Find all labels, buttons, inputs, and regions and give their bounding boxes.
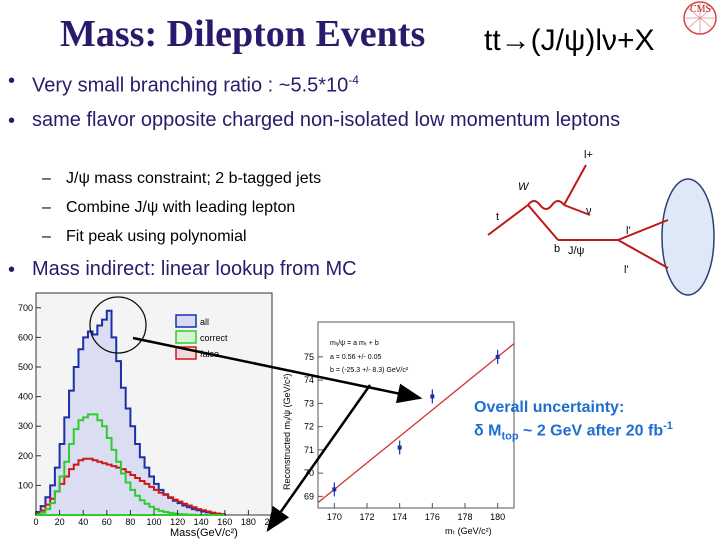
plot-point [495,354,500,359]
slide-title: Mass: Dilepton Events [60,13,426,55]
legend-all-label: all [200,317,209,327]
b-line [527,204,559,241]
plot-xtick-label: 174 [392,512,407,522]
lepton-prime-1-line [617,219,669,241]
uncertainty-line-1: Overall uncertainty: [474,399,625,416]
detector-ellipse [661,178,715,296]
histogram-xtick-label: 20 [55,517,65,527]
plot-xlabel: mₜ (GeV/c²) [445,526,492,536]
label-lprime-1: l' [626,225,631,237]
label-lplus: l+ [584,149,593,161]
plot-xtick-label: 180 [490,512,505,522]
plot-point [430,394,435,399]
histogram-ytick-label: 700 [18,303,33,313]
overall-uncertainty: Overall uncertainty: δ Mtop ~ 2 GeV afte… [474,398,673,447]
label-lprime-2: l' [624,264,629,276]
histogram-xtick-label: 160 [217,517,232,527]
legend-correct-swatch [175,330,197,344]
uncertainty-line-2: δ Mtop ~ 2 GeV after 20 fb-1 [474,417,673,447]
lepton-prime-2-line [617,239,669,269]
histogram-xtick-label: 60 [102,517,112,527]
subbullet-2: Combine J/ψ with leading lepton [66,199,296,216]
fit-formula: mₗⱼ/ψ = a mₜ + b [330,340,379,347]
bullet-glyph-1: • [8,70,16,92]
histogram-xtick-label: 40 [78,517,88,527]
plot-ytick-label: 72 [304,422,314,432]
plot-ylabel: Reconstructed mₗⱼ/ψ (GeV/c²) [282,373,292,490]
plot-ytick-label: 69 [304,491,314,501]
w-boson-line [527,200,565,210]
bullet-1-text: Very small branching ratio : ~5.5*10 [32,74,349,97]
bullet-2: same flavor opposite charged non-isolate… [32,109,621,131]
subbullet-3: Fit peak using polynomial [66,228,247,245]
histogram-ytick-label: 600 [18,332,33,342]
label-t: t [496,211,499,223]
label-w: W [518,181,530,193]
dash-2: – [42,199,51,216]
histogram-false-series [35,457,226,516]
lepton-line [563,164,587,206]
uncertainty-value: ~ 2 GeV after 20 fb [518,422,664,440]
dash-1: – [42,170,51,187]
histogram-xtick-label: 100 [146,517,161,527]
bullet-1: Very small branching ratio : ~5.5*10-4 [32,68,359,99]
plot-ytick-label: 74 [304,375,314,385]
histogram-xtick-label: 80 [125,517,135,527]
fit-param-b: b = (-25.3 +/- 8.3) GeV/c² [330,367,409,374]
fit-param-a: a = 0.56 +/- 0.05 [330,354,381,361]
dash-3: – [42,228,51,245]
inverse-fb-sup: -1 [663,420,673,432]
subbullet-1: J/ψ mass constraint; 2 b-tagged jets [66,170,322,187]
mass-histogram: 100 200 300 400 500 600 700 0 20 40 60 80 100 120 140… [18,292,280,539]
bullet-glyph-3: • [8,259,16,281]
histogram-correct-series [35,413,225,516]
histogram-xtick-label: 120 [170,517,185,527]
plot-point [397,445,402,450]
decay-diagram: l+ W t ν l' b J/ψ l' [487,149,715,296]
label-b: b [554,243,560,255]
plot-xtick-label: 172 [359,512,374,522]
plot-point [332,487,337,492]
histogram-xtick-label: 180 [241,517,256,527]
legend-false-label: false [200,349,219,359]
histogram-ytick-label: 100 [18,480,33,490]
top-line [487,204,529,236]
logo-text: CMS [690,4,711,15]
bullet-1-sup: -4 [348,73,359,87]
histogram-ytick-label: 500 [18,362,33,372]
plot-ytick-label: 75 [304,352,314,362]
top-subscript: top [501,430,519,443]
legend-false-swatch [175,346,197,360]
delta-m: δ M [474,422,502,440]
plot-ytick-label: 71 [304,445,314,455]
bullet-glyph-2: • [8,110,16,132]
plot-ytick-label: 73 [304,398,314,408]
histogram-ytick-label: 200 [18,451,33,461]
histogram-ytick-label: 400 [18,392,33,402]
legend-correct-label: correct [200,333,228,343]
decay-formula: tt→(J/ψ)lν+X [484,24,655,57]
cms-logo: CMS [683,1,717,35]
bullet-3: Mass indirect: linear lookup from MC [32,258,357,280]
histogram-xlabel: Mass(GeV/c²) [170,527,238,539]
plot-xtick-label: 170 [327,512,342,522]
plot-xtick-label: 178 [457,512,472,522]
label-jpsi: J/ψ [568,245,585,257]
neutrino-line [563,204,591,216]
histogram-xtick-label: 140 [194,517,209,527]
plot-xtick-label: 176 [425,512,440,522]
plot-ytick-label: 70 [304,468,314,478]
legend-all-swatch [175,314,197,328]
peak-circle [89,296,147,354]
histogram-xtick-label: 0 [33,517,38,527]
label-nu: ν [586,205,592,217]
histogram-ytick-label: 300 [18,421,33,431]
